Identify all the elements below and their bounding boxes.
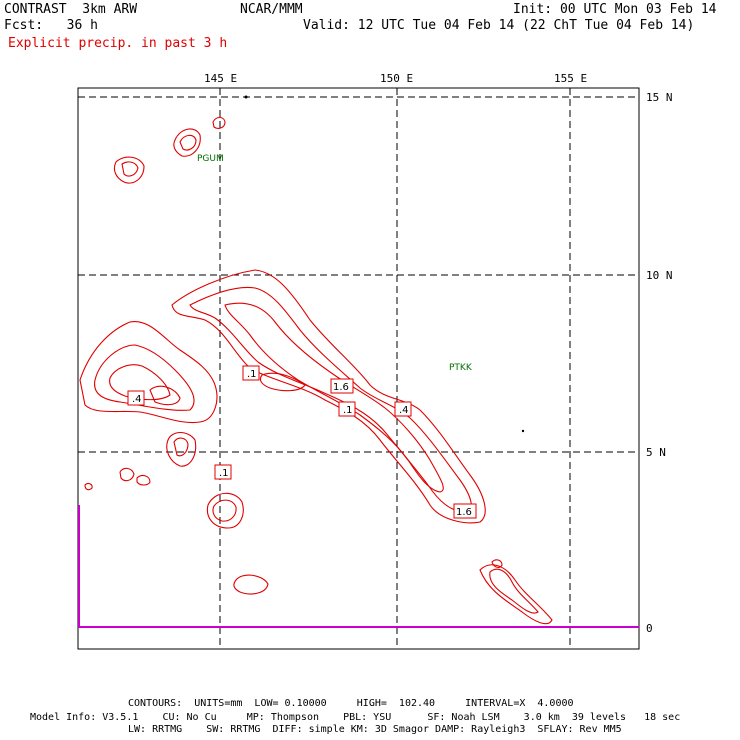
model-info-line2: LW: RRTMG SW: RRTMG DIFF: simple KM: 3D … (128, 724, 622, 735)
contour-label-2: 1.6 (330, 378, 354, 394)
contour-west-inner (109, 364, 171, 401)
init-time: Init: 00 UTC Mon 03 Feb 14 (513, 2, 717, 17)
contour-south-2 (479, 564, 553, 625)
lon-label-150e: 150 E (380, 72, 413, 85)
svg-text:1.6: 1.6 (333, 382, 349, 393)
forecast-hour: Fcst: 36 h (4, 18, 98, 33)
contour-label-4: .4 (394, 401, 412, 417)
contour-label-5: .4 (127, 390, 145, 406)
contour-south-1 (233, 574, 269, 595)
contour-info: CONTOURS: UNITS=mm LOW= 0.10000 HIGH= 10… (128, 698, 574, 709)
field-title: Explicit precip. in past 3 h (8, 36, 228, 51)
contour-north-2 (212, 116, 226, 129)
svg-text:.4: .4 (399, 405, 409, 416)
contour-north-1b (179, 134, 197, 151)
precip-contours (79, 116, 553, 625)
lon-label-155e: 155 E (554, 72, 587, 85)
contour-mid-4 (136, 474, 151, 486)
contour-mid-2 (206, 492, 244, 529)
lat-label-15n: 15 N (646, 91, 673, 104)
contour-mid-3 (119, 467, 135, 482)
contour-north-3b (121, 161, 139, 177)
contour-west-mid (94, 344, 195, 411)
contour-south-2b (489, 568, 539, 614)
model-title: CONTRAST 3km ARW (4, 2, 138, 17)
contour-mid-1 (166, 431, 197, 467)
lat-label-0: 0 (646, 622, 653, 635)
station-label-pgum: PGUM (197, 154, 224, 164)
contour-mid-1b (173, 437, 189, 457)
svg-text:.1: .1 (219, 468, 229, 479)
svg-text:.1: .1 (343, 405, 353, 416)
lat-label-5n: 5 N (646, 446, 666, 459)
contour-west-outer (79, 321, 218, 424)
contour-band-inner (224, 302, 444, 493)
svg-text:.1: .1 (247, 369, 257, 380)
lon-label-145e: 145 E (204, 72, 237, 85)
organization: NCAR/MMM (240, 2, 303, 17)
station-dot (521, 429, 525, 433)
contour-mid-5 (84, 483, 93, 491)
svg-text:.4: .4 (132, 394, 142, 405)
contour-north-3 (113, 156, 145, 184)
model-info-line1: Model Info: V3.5.1 CU: No Cu MP: Thompso… (30, 712, 681, 723)
contour-band-tongue (259, 372, 306, 392)
contour-label-3: .1 (338, 401, 356, 417)
station-label-ptkk: PTKK (449, 363, 473, 373)
valid-time: Valid: 12 UTC Tue 04 Feb 14 (22 ChT Tue … (303, 18, 695, 33)
contour-band-mid (189, 286, 472, 513)
contour-label-7: 1.6 (453, 503, 477, 519)
contour-south-3 (491, 559, 503, 568)
contour-west-core (149, 385, 181, 406)
lat-label-10n: 10 N (646, 269, 673, 282)
domain-boundary (78, 505, 639, 628)
station-dot-north (244, 95, 248, 99)
contour-label-1: .1 (242, 365, 260, 381)
contour-mid-2b (212, 499, 237, 522)
contour-north-1 (173, 128, 201, 157)
svg-text:1.6: 1.6 (456, 507, 472, 518)
map-frame (77, 87, 640, 650)
contour-label-6: .1 (214, 464, 232, 480)
